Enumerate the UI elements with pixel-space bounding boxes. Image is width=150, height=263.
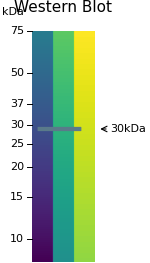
Text: 15: 15 [10, 192, 24, 202]
Text: 30: 30 [10, 120, 24, 130]
Text: 30kDa: 30kDa [110, 124, 146, 134]
Text: 20: 20 [10, 162, 24, 172]
Text: 75: 75 [10, 26, 24, 36]
Text: kDa: kDa [2, 7, 24, 17]
Text: 10: 10 [10, 234, 24, 244]
FancyBboxPatch shape [38, 127, 81, 131]
Text: 25: 25 [10, 139, 24, 149]
Text: 37: 37 [10, 99, 24, 109]
Text: Western Blot: Western Blot [14, 0, 112, 15]
Text: 50: 50 [10, 68, 24, 78]
